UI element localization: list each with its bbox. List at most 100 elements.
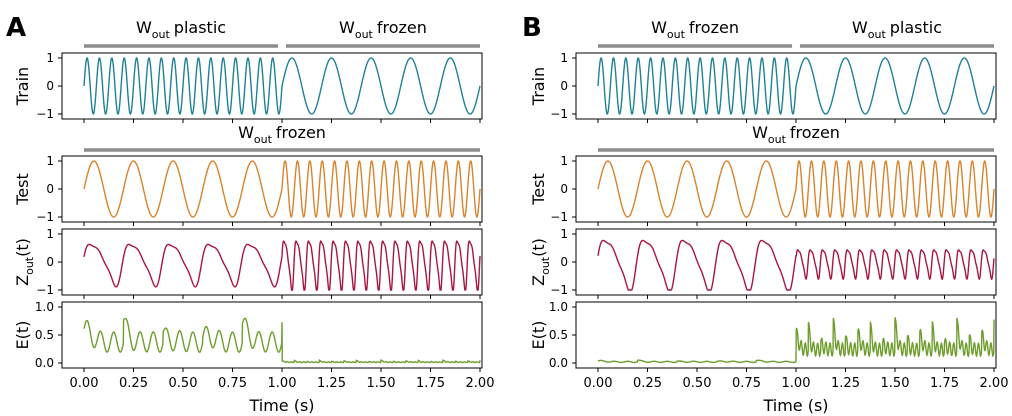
y-tick-label: 1 bbox=[46, 227, 54, 241]
phase-label-subscript: out bbox=[868, 28, 887, 41]
phase-label-rest: plastic bbox=[890, 18, 942, 37]
y-axis-label: Train bbox=[529, 67, 548, 106]
x-tick-label: 1.25 bbox=[317, 376, 346, 391]
x-tick-label: 1.50 bbox=[881, 376, 910, 391]
phase-label-rest: plastic bbox=[174, 18, 226, 37]
series-line-error bbox=[597, 317, 995, 364]
y-tick-label: 0 bbox=[560, 182, 568, 196]
x-tick-label: 0.00 bbox=[584, 376, 613, 391]
subplot-error: 1.0 0.5 0.0E(t) 0.00 0.25 0.50 0.75 1.00 1.25 1.5… bbox=[13, 300, 494, 415]
y-tick-label: 0.0 bbox=[35, 356, 54, 370]
panel-letter: A bbox=[6, 13, 26, 43]
y-tick-label: 1.0 bbox=[35, 300, 54, 314]
y-axis-label: Zout(t) bbox=[529, 238, 552, 286]
series-line-zout bbox=[597, 239, 995, 291]
y-tick-label: 1 bbox=[560, 227, 568, 241]
phase-label: Wout frozen bbox=[339, 18, 427, 41]
y-axis-label: Test bbox=[529, 173, 548, 206]
y-tick-label: 0.5 bbox=[35, 328, 54, 342]
y-tick-label: 0 bbox=[46, 255, 54, 269]
axes-frame bbox=[575, 155, 997, 223]
phase-label-subscript: out bbox=[768, 133, 787, 146]
series-line-train bbox=[597, 56, 995, 116]
x-tick-label: 2.00 bbox=[980, 376, 1009, 391]
y-axis-label: Zout(t) bbox=[13, 238, 36, 286]
y-axis-label-main: Z bbox=[529, 275, 548, 286]
x-tick-label: 1.75 bbox=[416, 376, 445, 391]
y-axis-label: E(t) bbox=[529, 321, 548, 350]
x-tick-label: 0.00 bbox=[70, 376, 99, 391]
phase-label-subscript: out bbox=[152, 28, 171, 41]
x-tick-label: 0.75 bbox=[732, 376, 761, 391]
phase-label: Wout plastic bbox=[852, 18, 942, 41]
phase-label-subscript: out bbox=[254, 133, 273, 146]
y-tick-label: −1 bbox=[36, 107, 54, 121]
y-axis-label-main: E(t) bbox=[13, 321, 32, 350]
phase-label-rest: frozen bbox=[790, 123, 840, 142]
x-tick-label: 1.75 bbox=[930, 376, 959, 391]
subplot-train: 1 0 −1 Train bbox=[13, 51, 483, 123]
phase-label: Wout frozen bbox=[651, 18, 739, 41]
y-tick-label: 0 bbox=[560, 79, 568, 93]
y-axis-label-subscript: out bbox=[539, 256, 552, 275]
y-tick-label: −1 bbox=[36, 210, 54, 224]
phase-label-rest: frozen bbox=[377, 18, 427, 37]
x-tick-label: 0.25 bbox=[119, 376, 148, 391]
y-tick-label: 1 bbox=[46, 51, 54, 65]
y-tick-label: 1 bbox=[560, 154, 568, 168]
y-tick-label: −1 bbox=[36, 283, 54, 297]
y-tick-label: 0 bbox=[560, 255, 568, 269]
phase-label: Wout frozen bbox=[238, 123, 326, 146]
y-tick-label: 1 bbox=[46, 154, 54, 168]
y-tick-label: −1 bbox=[550, 107, 568, 121]
axes-frame bbox=[575, 228, 997, 296]
phase-label-main: W bbox=[752, 123, 768, 142]
axes-frame bbox=[61, 301, 483, 369]
phase-label-main: W bbox=[136, 18, 152, 37]
panel-letter: B bbox=[522, 13, 542, 43]
series-line-error bbox=[83, 317, 481, 364]
y-axis-label-rest: (t) bbox=[529, 238, 548, 257]
phase-label-subscript: out bbox=[667, 28, 686, 41]
x-tick-label: 0.50 bbox=[683, 376, 712, 391]
phase-label: Wout plastic bbox=[136, 18, 226, 41]
x-tick-label: 2.00 bbox=[466, 376, 495, 391]
y-axis-label-subscript: out bbox=[23, 256, 36, 275]
y-tick-label: 0 bbox=[46, 79, 54, 93]
phase-label-subscript: out bbox=[355, 28, 374, 41]
phase-label-main: W bbox=[339, 18, 355, 37]
y-tick-label: 0 bbox=[46, 182, 54, 196]
x-tick-label: 1.50 bbox=[367, 376, 396, 391]
x-axis-label: Time (s) bbox=[248, 396, 314, 415]
y-tick-label: −1 bbox=[550, 210, 568, 224]
phase-label-rest: frozen bbox=[276, 123, 326, 142]
y-axis-label: Train bbox=[13, 67, 32, 106]
x-tick-label: 0.50 bbox=[169, 376, 198, 391]
x-tick-label: 0.75 bbox=[218, 376, 247, 391]
axes-frame bbox=[61, 228, 483, 296]
x-tick-label: 1.00 bbox=[782, 376, 811, 391]
subplot-error: 1.0 0.5 0.0E(t) 0.00 0.25 0.50 0.75 1.00 1.25 1.5… bbox=[529, 300, 1008, 415]
series-line-train bbox=[83, 56, 481, 116]
x-tick-label: 1.25 bbox=[831, 376, 860, 391]
series-line-zout bbox=[83, 240, 481, 291]
x-tick-label: 0.25 bbox=[633, 376, 662, 391]
phase-label: Wout frozen bbox=[752, 123, 840, 146]
phase-label-main: W bbox=[651, 18, 667, 37]
y-axis-label-main: Z bbox=[13, 275, 32, 286]
y-axis-label-rest: (t) bbox=[13, 238, 32, 257]
phase-label-rest: frozen bbox=[689, 18, 739, 37]
y-tick-label: 1.0 bbox=[549, 300, 568, 314]
y-tick-label: 1 bbox=[560, 51, 568, 65]
y-tick-label: 0.0 bbox=[549, 356, 568, 370]
y-axis-label-main: E(t) bbox=[529, 321, 548, 350]
y-axis-label: E(t) bbox=[13, 321, 32, 350]
series-line-test bbox=[83, 159, 481, 219]
